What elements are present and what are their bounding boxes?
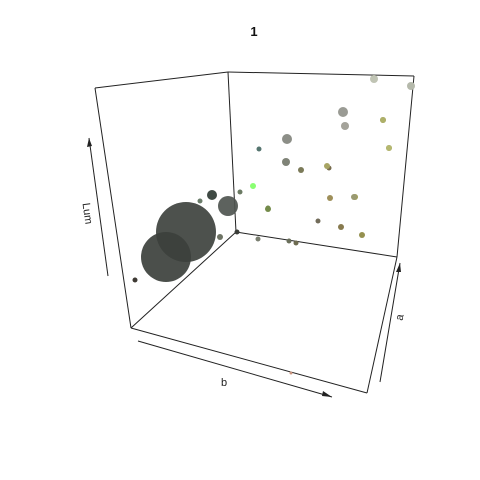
axis-label-lum: Lum (80, 202, 95, 225)
axis-b-arrowhead (322, 391, 332, 397)
axis-label-a: a (394, 313, 407, 322)
data-point (324, 163, 330, 169)
data-point (282, 134, 292, 144)
data-point (218, 196, 238, 216)
box-edge (227, 71, 415, 77)
axis-b-line (137, 340, 333, 398)
data-point (250, 183, 256, 189)
chart-title: 1 (250, 24, 257, 39)
data-point (237, 189, 243, 195)
axis-lum (87, 137, 109, 277)
data-point (217, 234, 223, 240)
data-point (370, 75, 378, 83)
data-point (265, 206, 271, 212)
data-point (338, 107, 348, 117)
data-point (338, 224, 344, 230)
data-point (315, 218, 321, 224)
data-point (207, 190, 217, 200)
data-point (351, 194, 357, 200)
data-point (407, 82, 415, 90)
data-point (197, 198, 203, 204)
box-edge (130, 327, 368, 394)
plot-box (94, 71, 415, 394)
box-edge (94, 87, 132, 329)
data-point (282, 158, 290, 166)
data-point (298, 167, 304, 173)
data-point (386, 145, 392, 151)
axis-b (137, 340, 333, 398)
box-edge (235, 231, 398, 258)
data-point (256, 146, 262, 152)
axis-a-line (379, 262, 401, 383)
box-edge (130, 231, 237, 329)
data-point (234, 229, 240, 235)
box-edge (396, 75, 415, 258)
data-point (293, 240, 299, 246)
data-point (141, 232, 191, 282)
axis-lum-arrowhead (87, 138, 92, 147)
axis-lum-line (88, 137, 109, 277)
data-point (359, 232, 365, 238)
data-point (380, 117, 386, 123)
axis-a-arrowhead (396, 263, 401, 272)
box-edge (366, 256, 398, 394)
data-point (327, 195, 333, 201)
data-point (341, 122, 349, 130)
axis-label-b: b (221, 377, 227, 389)
data-point (289, 371, 293, 375)
axis-a (379, 262, 401, 383)
data-point (286, 238, 292, 244)
data-point (132, 277, 138, 283)
box-edge (94, 71, 229, 89)
data-point (255, 236, 261, 242)
data-points (132, 75, 415, 375)
